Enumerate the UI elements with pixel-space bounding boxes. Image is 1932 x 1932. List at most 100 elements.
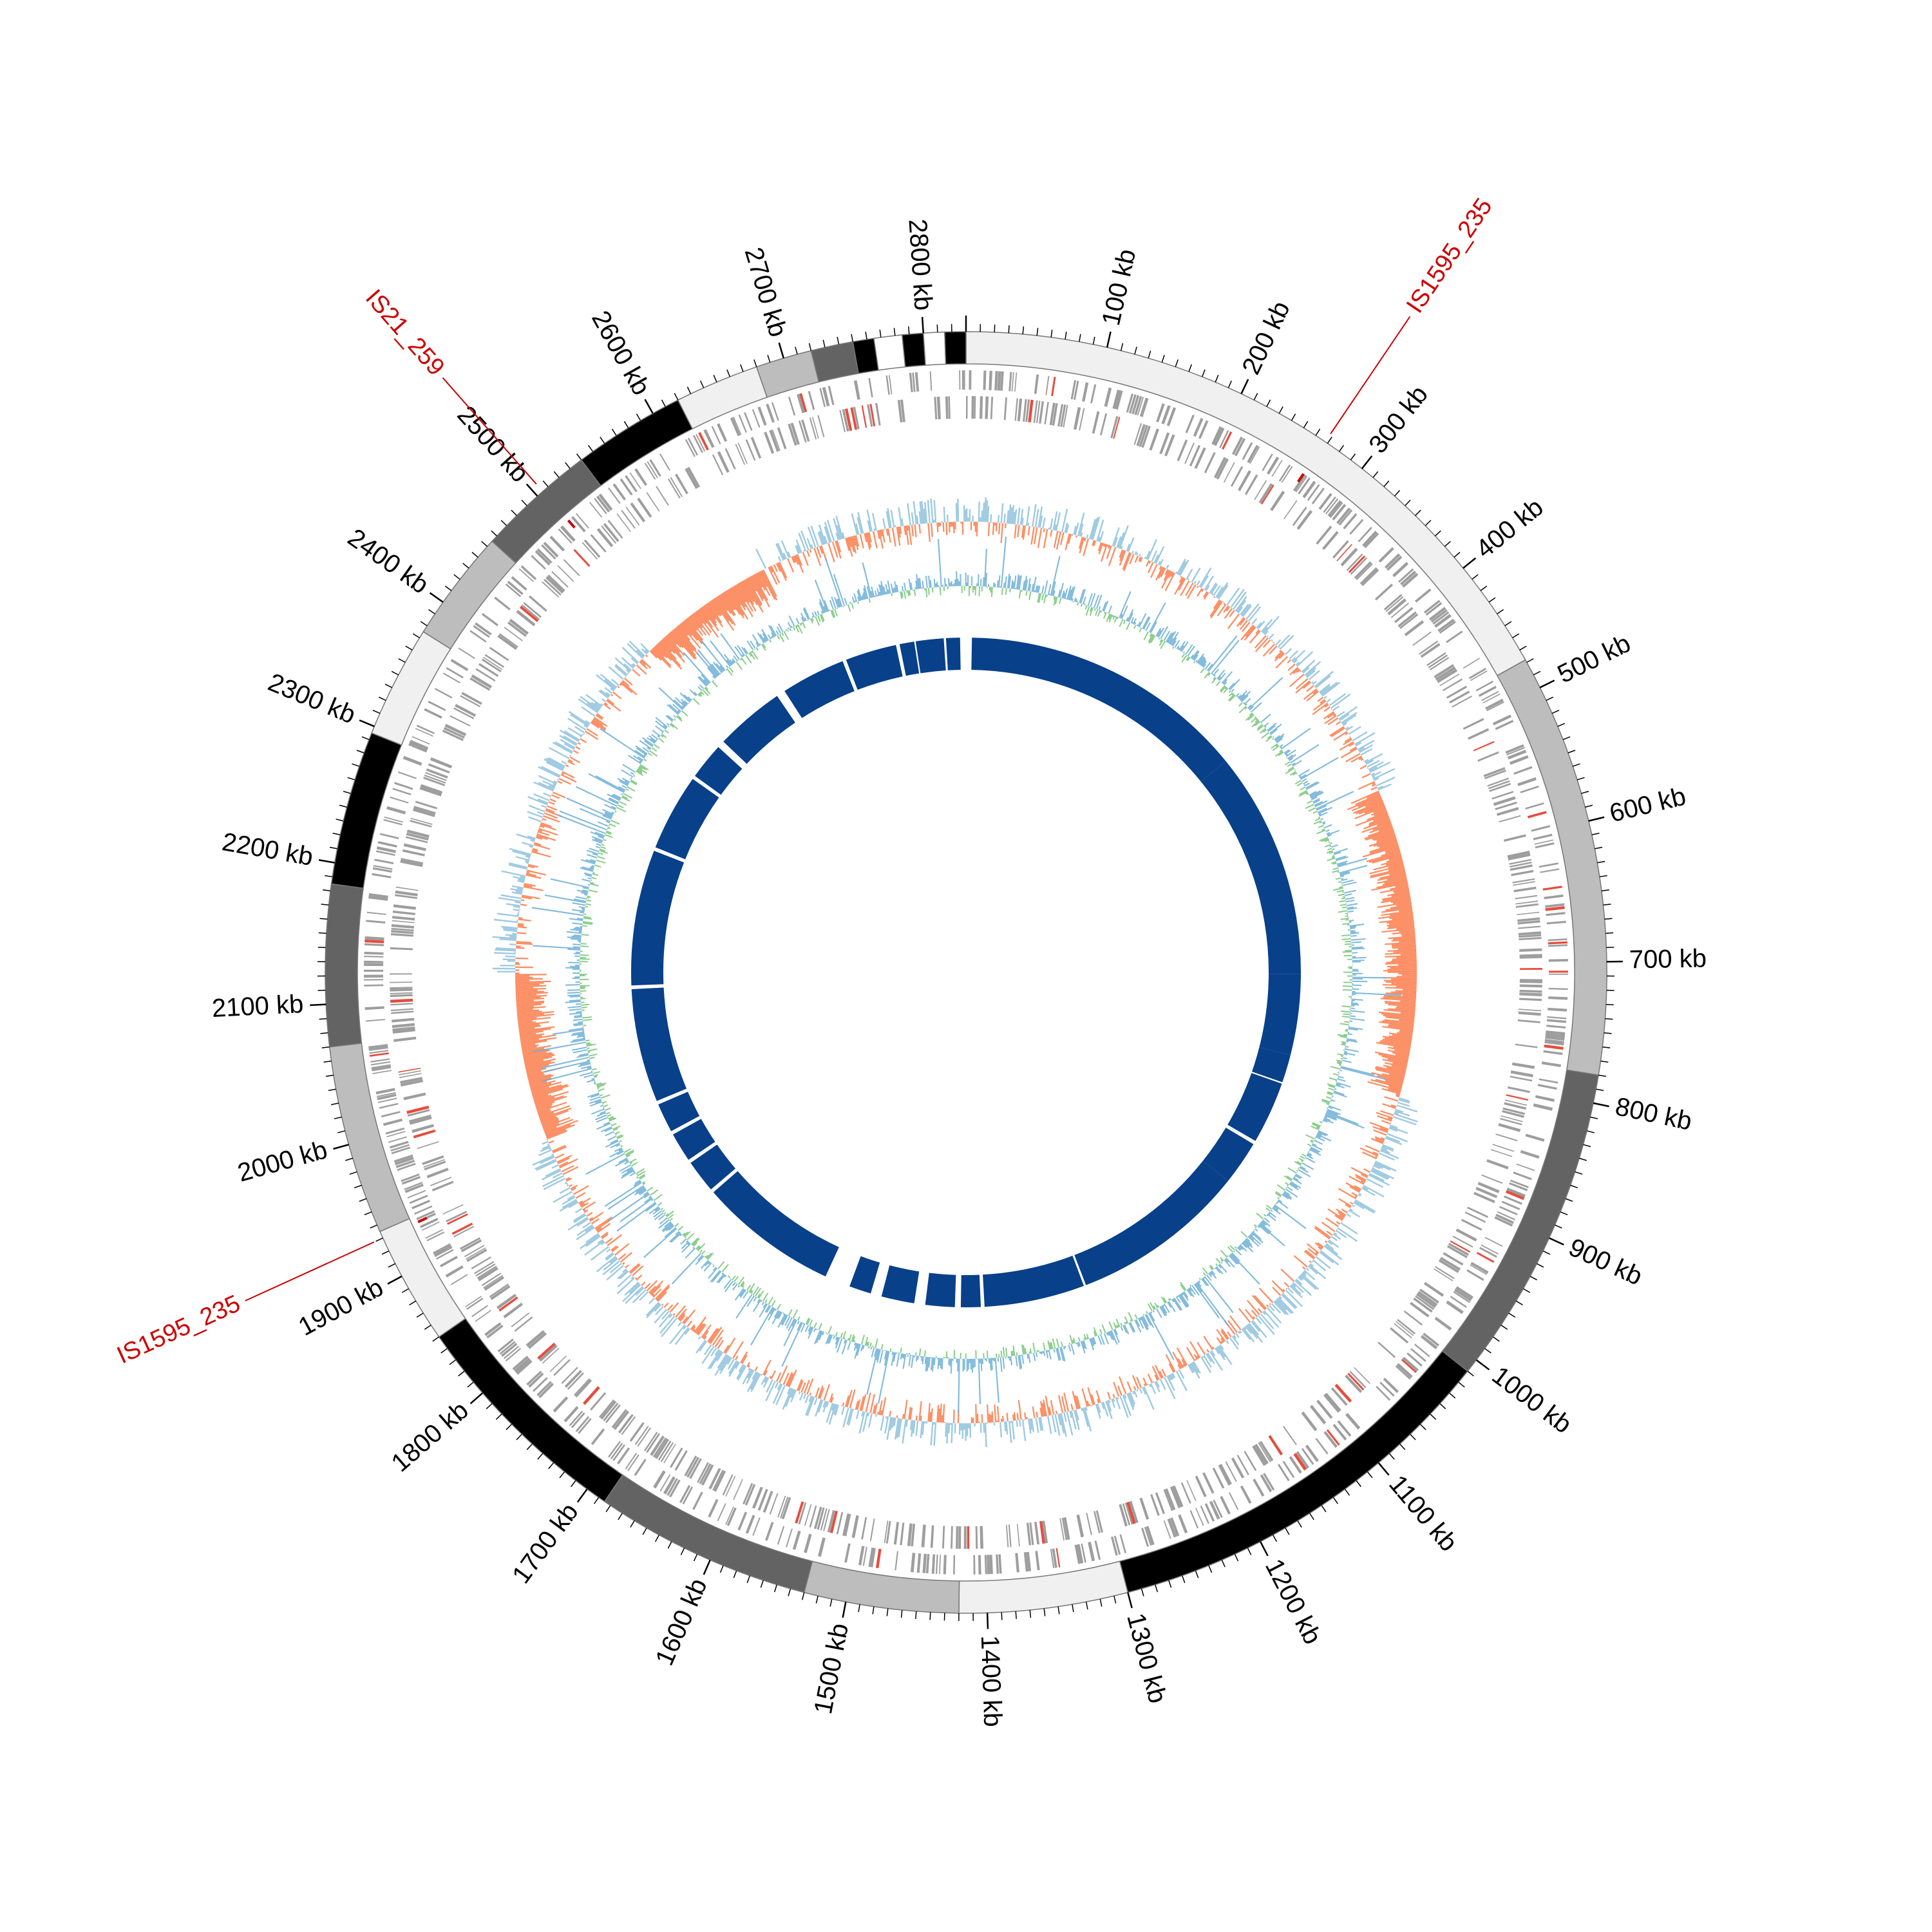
minor-tick [1309, 1513, 1314, 1520]
skew-bar [835, 1336, 838, 1340]
skew-bar [669, 723, 674, 728]
minor-tick [1297, 1520, 1302, 1528]
skew-bar [875, 1349, 880, 1361]
gene [1512, 878, 1535, 884]
gc-bar [517, 1014, 554, 1019]
gc-bar [624, 1282, 639, 1296]
gc-bar [1340, 1222, 1358, 1235]
gene [621, 509, 636, 529]
skew-bar [729, 1277, 732, 1279]
gc-bar [539, 825, 545, 828]
skew-bar [1329, 1077, 1338, 1081]
skew-bar [572, 968, 580, 971]
gc-bar [1376, 1041, 1411, 1050]
skew-bar [1244, 703, 1247, 706]
gene [1094, 1540, 1101, 1560]
gc-bar [807, 526, 817, 548]
skew-bar [1347, 923, 1350, 926]
skew-bar [1049, 1342, 1052, 1350]
gc-bar [685, 618, 704, 641]
skew-bar [1337, 1034, 1347, 1037]
skew-bar [1336, 860, 1348, 866]
gc-bar [1063, 1412, 1067, 1422]
gene [544, 578, 562, 596]
skew-bar [1283, 1191, 1291, 1196]
skew-bar [618, 1140, 622, 1143]
gc-bar [1073, 1410, 1080, 1430]
gc-bar [998, 522, 1001, 535]
gc-bar [1351, 797, 1383, 811]
gc-bar [996, 1406, 1000, 1423]
gc-bar [522, 1049, 550, 1056]
skew-bar [676, 715, 683, 722]
gc-bar [728, 1361, 739, 1378]
skew-bar [1300, 1155, 1305, 1159]
gene [564, 1406, 579, 1423]
skew-bar [1178, 1294, 1188, 1308]
gc-bar [717, 596, 728, 611]
gene [963, 1526, 967, 1549]
skew-bar [654, 1207, 660, 1212]
skew-bar [990, 587, 992, 593]
skew-bar [1046, 1350, 1049, 1352]
gene [1336, 544, 1352, 562]
gene [762, 1490, 773, 1513]
tick-label: 1600 kb [650, 1575, 712, 1670]
gene [772, 429, 781, 451]
skew-bar [808, 1326, 813, 1334]
gene [1301, 1448, 1314, 1465]
gc-bar [728, 588, 749, 620]
gc-bar [536, 835, 548, 840]
skew-bar [621, 795, 628, 799]
skew-bar [681, 705, 685, 708]
major-tick [1539, 679, 1555, 688]
skew-bar [1218, 1264, 1227, 1273]
gc-bar [1024, 1412, 1027, 1420]
skew-bar [1229, 694, 1236, 702]
gene [1253, 1478, 1265, 1497]
skew-bar [1325, 829, 1330, 832]
minor-tick [1472, 574, 1479, 580]
gc-bar [1241, 1328, 1251, 1340]
gc-bar [759, 571, 776, 600]
gc-bar [553, 1191, 573, 1203]
gene [724, 448, 736, 469]
skew-bar [825, 1334, 831, 1345]
minor-tick [733, 1570, 737, 1578]
gene [1443, 1252, 1464, 1266]
skew-bar [852, 602, 854, 603]
gc-bar [869, 1394, 875, 1414]
skew-bar [1347, 1032, 1350, 1034]
skew-bar [1080, 589, 1086, 604]
gene [1244, 1450, 1257, 1472]
gc-bar [541, 1170, 562, 1180]
gc-bar [746, 1372, 759, 1392]
gc-bar [1385, 1016, 1415, 1021]
skew-bar [752, 1299, 762, 1312]
gc-bar [1374, 810, 1387, 817]
skew-bar [677, 715, 682, 720]
skew-bar [580, 1065, 592, 1070]
skew-bar [1053, 596, 1056, 600]
gene [1110, 415, 1119, 439]
gc-bar [1037, 506, 1043, 528]
gene [1402, 1356, 1419, 1372]
gc-bar [1001, 1416, 1004, 1422]
skew-bar [1041, 1350, 1044, 1354]
gc-bar [727, 1358, 735, 1370]
gc-bar [1175, 1370, 1188, 1392]
gene [399, 1070, 421, 1075]
gene [1520, 785, 1539, 793]
gc-bar [1395, 883, 1408, 888]
gene [1119, 1534, 1126, 1553]
gc-bar [800, 1382, 806, 1393]
skew-bar [723, 1278, 732, 1289]
major-tick [921, 317, 925, 334]
minor-tick [1168, 1580, 1172, 1588]
skew-bar [1001, 587, 1003, 595]
skew-bar [1240, 1243, 1242, 1245]
skew-bar [576, 889, 589, 893]
skew-bar [573, 1031, 585, 1035]
skew-bar [1208, 635, 1238, 672]
contig-segment [922, 331, 947, 366]
